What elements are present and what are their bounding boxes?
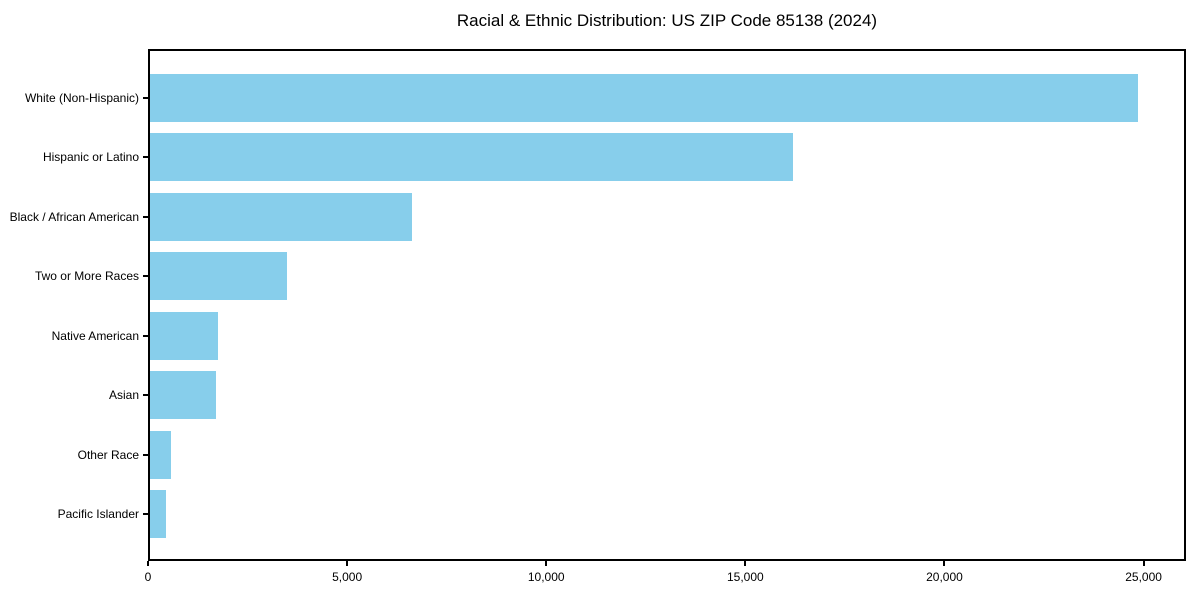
y-tick-label-6: Other Race [77, 447, 139, 462]
y-tick-label-5: Asian [108, 388, 139, 403]
x-tick-3 [744, 561, 747, 566]
y-tick-label-1: Hispanic or Latino [42, 150, 139, 165]
x-tick-label-0: 0 [144, 570, 152, 584]
y-tick-label-2: Black / African American [9, 209, 139, 224]
y-tick-4 [143, 334, 148, 337]
x-tick-label-5: 25,000 [1125, 570, 1162, 584]
bar-7 [150, 490, 166, 539]
y-tick-3 [143, 275, 148, 278]
x-tick-5 [1142, 561, 1145, 566]
x-tick-2 [545, 561, 548, 566]
x-tick-1 [346, 561, 349, 566]
y-tick-1 [143, 156, 148, 159]
y-tick-7 [143, 513, 148, 516]
bar-3 [150, 252, 287, 301]
y-tick-label-3: Two or More Races [34, 269, 139, 284]
bar-4 [150, 311, 219, 360]
y-tick-label-7: Pacific Islander [57, 507, 139, 522]
y-tick-6 [143, 453, 148, 456]
x-tick-0 [147, 561, 149, 566]
x-tick-label-4: 20,000 [926, 570, 963, 584]
bar-1 [150, 133, 794, 182]
bar-0 [150, 73, 1139, 122]
x-tick-4 [943, 561, 946, 566]
x-tick-label-3: 15,000 [726, 570, 764, 584]
y-tick-label-0: White (Non-Hispanic) [24, 90, 139, 105]
bar-5 [150, 371, 217, 420]
plot-area [148, 49, 1186, 561]
y-tick-2 [143, 215, 148, 218]
x-tick-label-1: 5,000 [332, 570, 363, 584]
y-tick-label-4: Native American [51, 328, 139, 343]
bar-2 [150, 192, 413, 241]
y-tick-0 [143, 96, 148, 99]
x-tick-label-2: 10,000 [527, 570, 565, 584]
y-tick-5 [143, 394, 148, 397]
bar-6 [150, 430, 172, 479]
chart-title: Racial & Ethnic Distribution: US ZIP Cod… [456, 11, 878, 30]
